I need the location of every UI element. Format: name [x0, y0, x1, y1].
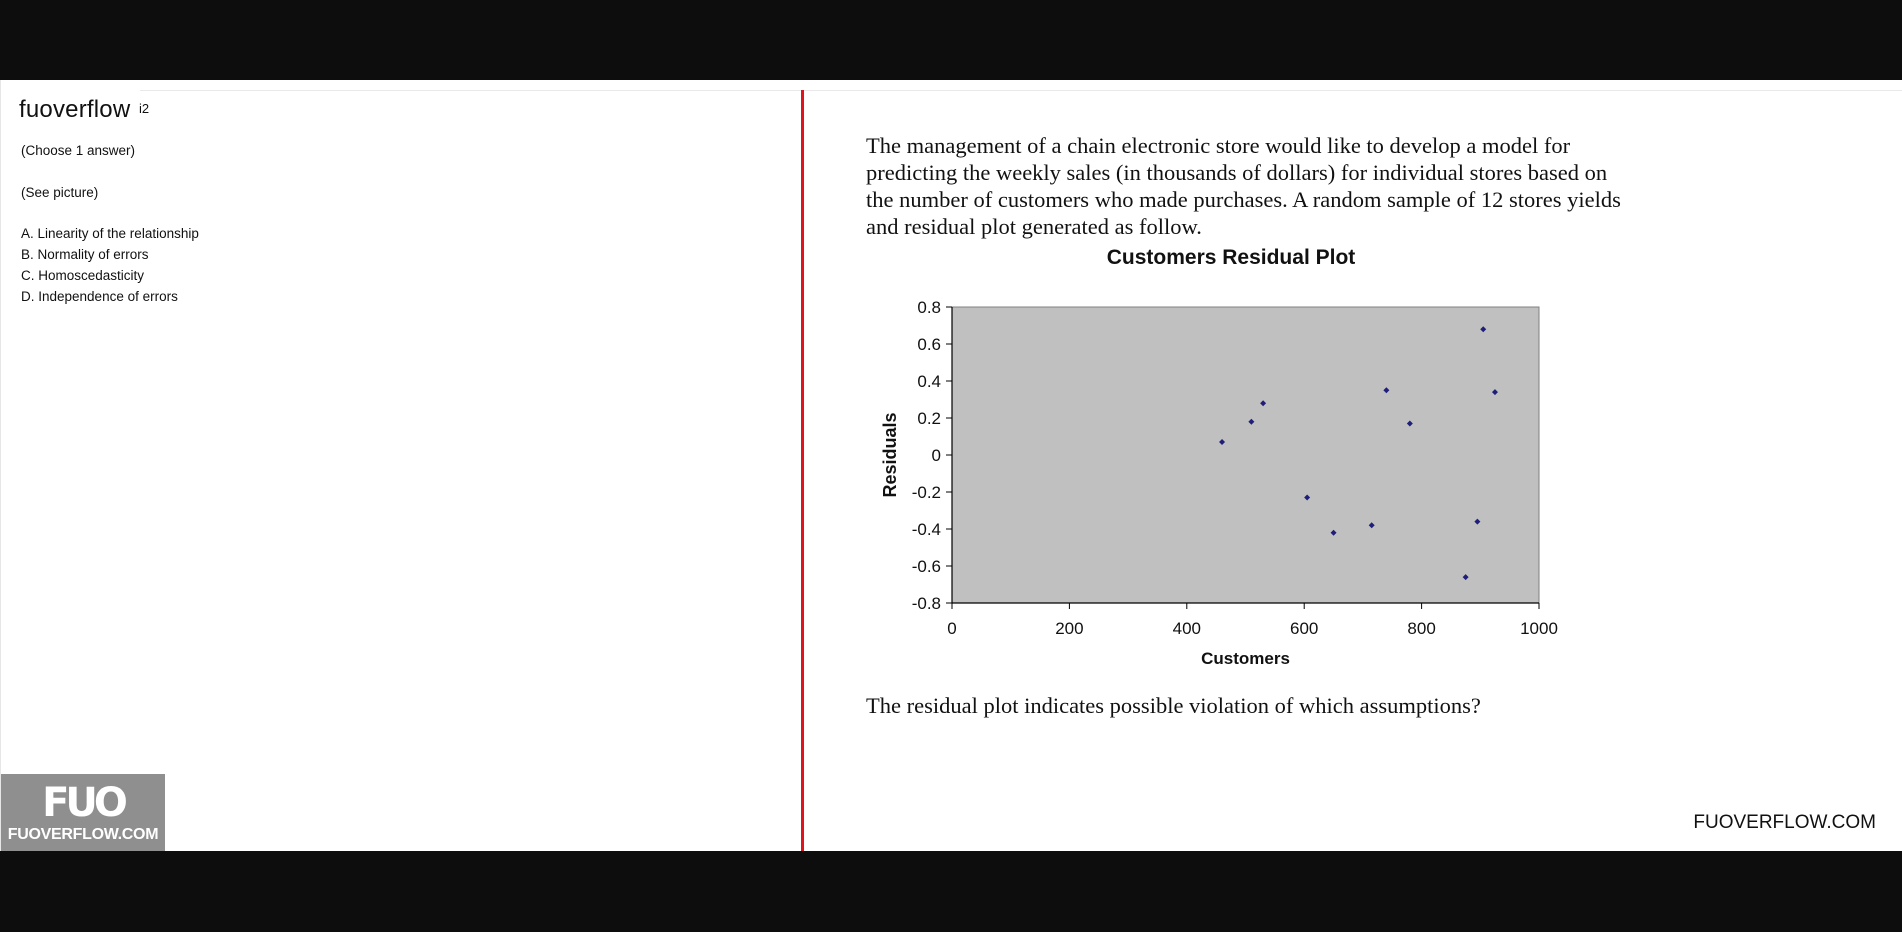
logo-mark: FUO	[42, 780, 128, 826]
data-point	[1491, 389, 1498, 396]
chart-title: Customers Residual Plot	[1107, 246, 1356, 269]
option-d[interactable]: D. Independence of errors	[21, 289, 178, 304]
x-tick-label: 600	[1290, 619, 1318, 638]
data-point	[1330, 529, 1337, 536]
y-tick-label: -0.4	[912, 520, 941, 539]
fuo-logo[interactable]: FUO FUOVERFLOW.COM	[1, 774, 165, 851]
see-picture-text: (See picture)	[21, 185, 99, 200]
x-axis-label: Customers	[1201, 649, 1290, 668]
residual-chart: Customers Residual Plot 0.8 0.6 0.4 0.2 0 -0.2…	[866, 160, 1586, 680]
site-suffix: i2	[139, 101, 150, 116]
y-axis-label: Residuals	[880, 412, 900, 497]
option-b[interactable]: B. Normality of errors	[21, 247, 149, 262]
logo-text: FUOVERFLOW.COM	[7, 826, 159, 843]
y-tick-label: 0.6	[917, 335, 941, 354]
question-intro: The management of a chain electronic sto…	[866, 133, 1621, 239]
data-point	[1406, 420, 1413, 427]
watermark-text: FUOVERFLOW.COM	[1693, 812, 1876, 833]
y-tick-label: 0.8	[917, 298, 941, 317]
residual-plot-svg: Customers Residual Plot 0.8 0.6 0.4 0.2 0 -0.2…	[880, 246, 1558, 668]
question-panel: The management of a chain electronic sto…	[866, 80, 1866, 851]
option-a[interactable]: A. Linearity of the relationship	[21, 226, 199, 241]
data-point	[1383, 387, 1390, 394]
plot-area	[951, 306, 1540, 604]
y-tick-label: -0.8	[912, 594, 941, 613]
site-name[interactable]: fuoverflow	[19, 96, 131, 123]
data-point	[1248, 418, 1255, 425]
data-point	[1304, 494, 1311, 501]
data-point	[1368, 522, 1375, 529]
page: fuoverflow i2 (Choose 1 answer) (See pic…	[0, 80, 1902, 851]
y-tick-label: -0.2	[912, 483, 941, 502]
left-panel: fuoverflow i2 (Choose 1 answer) (See pic…	[0, 80, 803, 851]
y-tick-label: 0	[932, 446, 941, 465]
instruction-text: (Choose 1 answer)	[21, 143, 136, 158]
option-c[interactable]: C. Homoscedasticity	[21, 268, 145, 283]
y-tick-label: -0.6	[912, 557, 941, 576]
x-tick-label: 400	[1173, 619, 1201, 638]
red-divider	[801, 90, 804, 851]
x-tick-label: 0	[947, 619, 956, 638]
data-point	[1462, 574, 1469, 581]
top-strip	[140, 80, 1902, 91]
x-tick-label: 200	[1055, 619, 1083, 638]
y-tick-label: 0.2	[917, 409, 941, 428]
y-tick-label: 0.4	[917, 372, 941, 391]
data-point	[1474, 518, 1481, 525]
data-point	[1260, 400, 1267, 407]
data-point	[1219, 439, 1226, 446]
x-tick-label: 800	[1407, 619, 1435, 638]
data-point	[1480, 326, 1487, 333]
x-tick-label: 1000	[1520, 619, 1558, 638]
question-text: The residual plot indicates possible vio…	[866, 693, 1481, 718]
